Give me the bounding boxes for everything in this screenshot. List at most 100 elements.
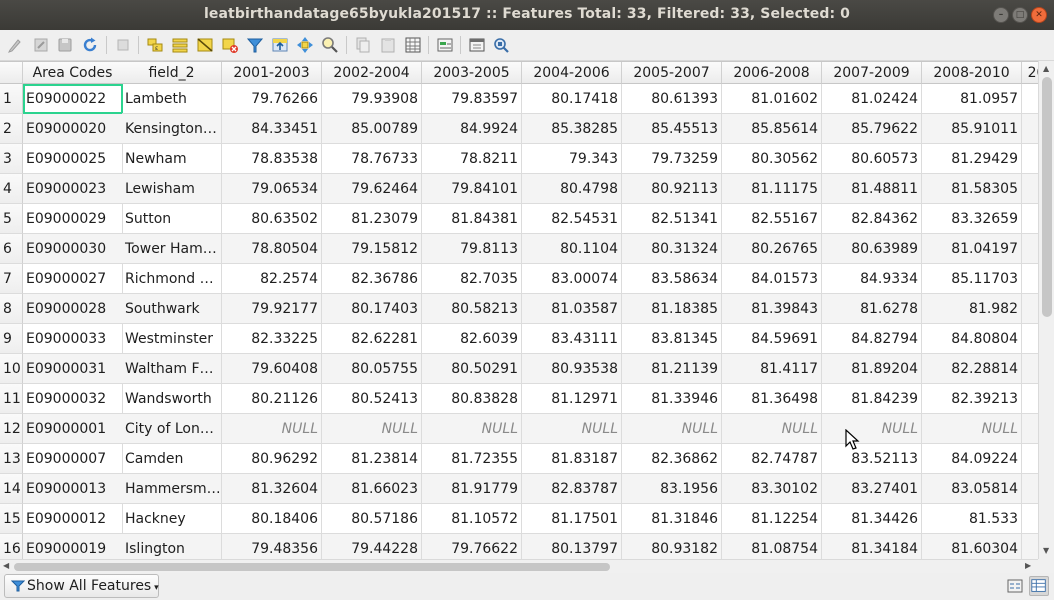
table-cell-value[interactable]: 80.96292 xyxy=(222,444,322,474)
table-cell-value[interactable]: 82.7035 xyxy=(422,264,522,294)
dock-table-icon[interactable] xyxy=(492,36,510,54)
table-cell-value[interactable]: 81.17501 xyxy=(522,504,622,534)
table-cell-value[interactable]: 80.18406 xyxy=(222,504,322,534)
table-cell-value[interactable]: 79.48356 xyxy=(222,534,322,559)
row-header[interactable]: 6 xyxy=(0,234,23,264)
table-cell-value[interactable]: 81.84381 xyxy=(422,204,522,234)
row-header[interactable]: 14 xyxy=(0,474,23,504)
table-cell-value[interactable]: NULL xyxy=(522,414,622,444)
table-cell-value[interactable]: 84.80804 xyxy=(922,324,1022,354)
table-cell-area-code[interactable]: E09000001 xyxy=(23,414,123,444)
table-cell-value[interactable]: 80.21126 xyxy=(222,384,322,414)
table-cell-value[interactable]: 81.6278 xyxy=(822,294,922,324)
zoom-to-selected-icon[interactable] xyxy=(321,36,339,54)
table-cell-value[interactable]: 81.33946 xyxy=(622,384,722,414)
table-cell-area-code[interactable]: E09000022 xyxy=(23,84,123,114)
table-cell-value[interactable]: 78.83538 xyxy=(222,144,322,174)
table-cell-value[interactable]: 85.11703 xyxy=(922,264,1022,294)
table-cell-value[interactable]: 80.26765 xyxy=(722,234,822,264)
save-edits-icon[interactable] xyxy=(56,36,74,54)
table-cell-value[interactable]: 80.61393 xyxy=(622,84,722,114)
table-cell-value[interactable]: 81.12971 xyxy=(522,384,622,414)
table-cell-value[interactable]: 81.12254 xyxy=(722,504,822,534)
table-cell-name[interactable]: Lewisham xyxy=(122,174,222,204)
row-header[interactable]: 3 xyxy=(0,144,23,174)
row-header[interactable]: 11 xyxy=(0,384,23,414)
table-cell-value[interactable]: 81.10572 xyxy=(422,504,522,534)
copy-rows-icon[interactable] xyxy=(354,36,372,54)
table-cell-area-code[interactable]: E09000007 xyxy=(23,444,123,474)
column-header[interactable]: field_2 xyxy=(122,62,222,84)
table-cell-value[interactable]: 79.73259 xyxy=(622,144,722,174)
table-cell-name[interactable]: Wandsworth xyxy=(122,384,222,414)
table-cell-value[interactable]: 80.4798 xyxy=(522,174,622,204)
move-selection-top-icon[interactable] xyxy=(271,36,289,54)
table-cell-name[interactable]: Southwark xyxy=(122,294,222,324)
table-cell-value[interactable]: 80.13797 xyxy=(522,534,622,559)
table-cell-value[interactable]: 84.9334 xyxy=(822,264,922,294)
row-header[interactable]: 8 xyxy=(0,294,23,324)
table-cell-value[interactable]: 82.36786 xyxy=(322,264,422,294)
table-cell-value[interactable]: 82.74787 xyxy=(722,444,822,474)
row-header[interactable]: 1 xyxy=(0,84,23,114)
table-cell-value[interactable]: NULL xyxy=(822,414,922,444)
table-cell-value[interactable]: 80.30562 xyxy=(722,144,822,174)
table-cell-value[interactable]: 79.76622 xyxy=(422,534,522,559)
column-header[interactable]: Area Codes xyxy=(23,62,123,84)
table-cell-value[interactable]: 81.34426 xyxy=(822,504,922,534)
table-cell-area-code[interactable]: E09000028 xyxy=(23,294,123,324)
table-cell-value[interactable]: 81.29429 xyxy=(922,144,1022,174)
table-cell-value[interactable]: 84.33451 xyxy=(222,114,322,144)
pan-to-selected-icon[interactable] xyxy=(296,36,314,54)
table-cell-area-code[interactable]: E09000019 xyxy=(23,534,123,559)
table-cell-value[interactable]: 79.62464 xyxy=(322,174,422,204)
table-cell-value[interactable]: 84.09224 xyxy=(922,444,1022,474)
table-cell-name[interactable]: Westminster xyxy=(122,324,222,354)
open-field-calculator-icon[interactable] xyxy=(404,36,422,54)
table-cell-value[interactable]: NULL xyxy=(922,414,1022,444)
table-cell-value[interactable]: 80.52413 xyxy=(322,384,422,414)
select-by-expression-icon[interactable]: ε xyxy=(146,36,164,54)
row-header[interactable]: 12 xyxy=(0,414,23,444)
column-header[interactable]: 2005-2007 xyxy=(622,62,722,84)
table-cell-value[interactable]: 81.08754 xyxy=(722,534,822,559)
table-cell-value[interactable]: NULL xyxy=(422,414,522,444)
table-cell-value[interactable]: 83.58634 xyxy=(622,264,722,294)
table-cell-name[interactable]: Kensington… xyxy=(122,114,222,144)
table-cell-value[interactable]: 79.343 xyxy=(522,144,622,174)
row-header[interactable]: 16 xyxy=(0,534,23,559)
table-cell-value[interactable]: 84.82794 xyxy=(822,324,922,354)
table-cell-value[interactable]: 81.39843 xyxy=(722,294,822,324)
table-cell-value[interactable]: 80.83828 xyxy=(422,384,522,414)
table-cell-value[interactable]: 80.50291 xyxy=(422,354,522,384)
vertical-scroll-thumb[interactable] xyxy=(1042,77,1052,317)
scroll-right-icon[interactable]: ▶ xyxy=(1025,561,1032,570)
table-cell-value[interactable]: 81.89204 xyxy=(822,354,922,384)
row-header[interactable]: 4 xyxy=(0,174,23,204)
table-cell-value[interactable]: NULL xyxy=(222,414,322,444)
table-cell-name[interactable]: Richmond … xyxy=(122,264,222,294)
table-cell-value[interactable]: 83.05814 xyxy=(922,474,1022,504)
table-cell-area-code[interactable]: E09000012 xyxy=(23,504,123,534)
table-cell-value[interactable]: 82.6039 xyxy=(422,324,522,354)
paste-features-icon[interactable] xyxy=(379,36,397,54)
table-cell-name[interactable]: Islington xyxy=(122,534,222,559)
table-cell-value[interactable]: 82.54531 xyxy=(522,204,622,234)
scroll-up-icon[interactable]: ▲ xyxy=(1043,64,1050,73)
table-cell-value[interactable]: 85.79622 xyxy=(822,114,922,144)
table-cell-area-code[interactable]: E09000029 xyxy=(23,204,123,234)
table-cell-name[interactable]: Waltham F… xyxy=(122,354,222,384)
table-cell-value[interactable]: 80.92113 xyxy=(622,174,722,204)
row-header[interactable]: 2 xyxy=(0,114,23,144)
table-cell-value[interactable]: 82.51341 xyxy=(622,204,722,234)
table-cell-value[interactable]: 81.21139 xyxy=(622,354,722,384)
table-cell-value[interactable]: 79.84101 xyxy=(422,174,522,204)
row-header[interactable]: 10 xyxy=(0,354,23,384)
table-view-button[interactable] xyxy=(1029,576,1049,596)
table-cell-name[interactable]: City of Lon… xyxy=(122,414,222,444)
corner-header[interactable] xyxy=(0,62,23,84)
table-cell-area-code[interactable]: E09000030 xyxy=(23,234,123,264)
table-cell-area-code[interactable]: E09000031 xyxy=(23,354,123,384)
table-cell-value[interactable]: 80.57186 xyxy=(322,504,422,534)
table-cell-value[interactable]: 83.1956 xyxy=(622,474,722,504)
